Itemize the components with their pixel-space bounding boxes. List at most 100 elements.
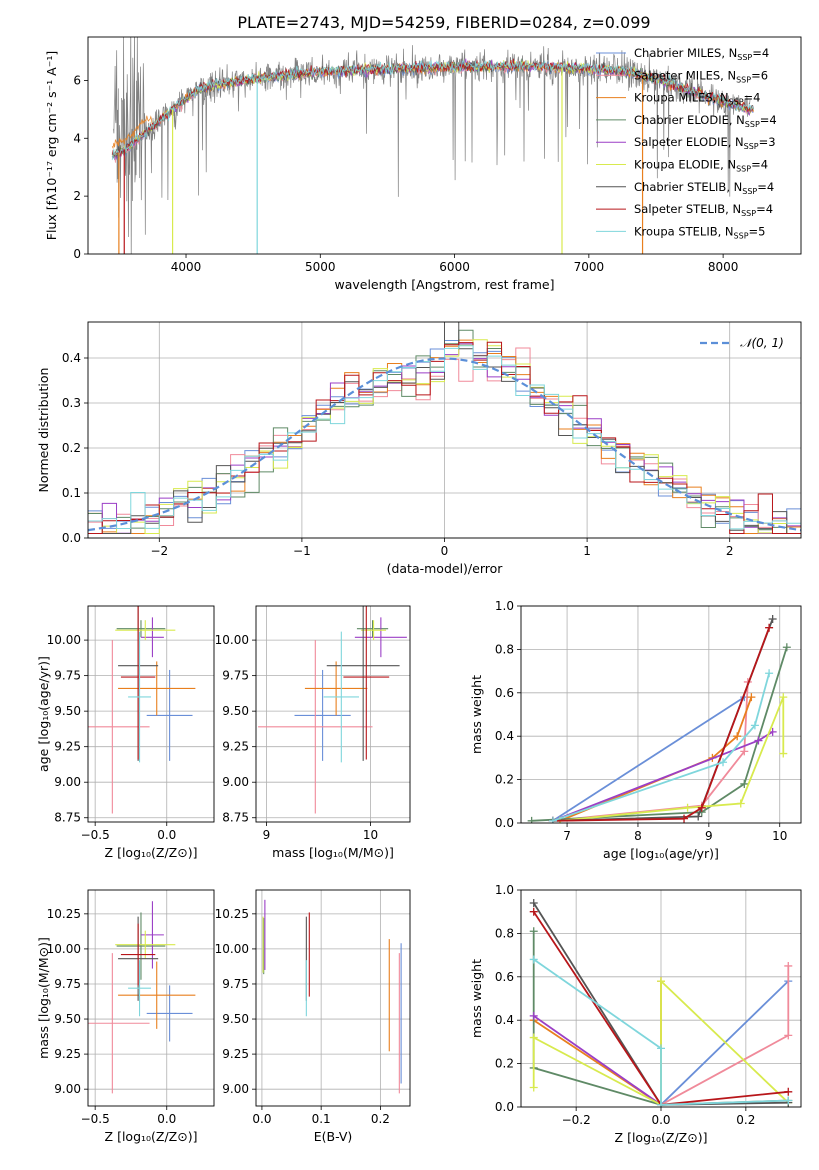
y-tick-label: 9.00 (54, 775, 81, 789)
y-tick-label: 10.25 (47, 907, 81, 921)
y-tick-label: 4 (73, 131, 81, 145)
y-tick-label: 10.25 (215, 907, 249, 921)
y-tick-label: 9.25 (222, 1047, 249, 1061)
figure-title: PLATE=2743, MJD=54259, FIBERID=0284, z=0… (237, 13, 650, 32)
y-tick-label: 2 (73, 189, 81, 203)
x-axis-label: mass [log₁₀(M/M⊙)] (272, 845, 394, 860)
x-tick-label: 0.0 (157, 828, 176, 842)
weight-marker (747, 693, 756, 702)
x-tick-label: −0.2 (562, 1113, 591, 1127)
legend-nssp: =4 (757, 180, 774, 194)
y-tick-label: 9.50 (222, 1012, 249, 1026)
legend-entry-1: Salpeter MILES, NSSP=6 (634, 68, 768, 84)
weight-marker (736, 799, 745, 808)
weight-marker (782, 643, 791, 652)
legend-subscript: SSP (729, 98, 744, 107)
weight-marker (548, 816, 557, 823)
y-tick-label: 9.25 (222, 740, 249, 754)
x-tick-label: 0.2 (736, 1113, 755, 1127)
y-axis-label: mass weight (469, 959, 484, 1038)
legend-subscript: SSP (744, 142, 759, 151)
weight-marker (719, 758, 728, 767)
y-tick-label: 10.00 (47, 942, 81, 956)
axes-frame (87, 605, 215, 823)
plot-area-age_vs_Z (88, 606, 196, 814)
legend-nssp: =4 (744, 91, 761, 105)
weight-marker (529, 1033, 538, 1042)
legend-entry-8: Kroupa STELIB, NSSP=5 (634, 224, 765, 240)
weight-marker (529, 927, 538, 936)
legend-name: Salpeter ELODIE, N (634, 135, 744, 149)
x-tick-label: 0.2 (371, 1112, 390, 1126)
weight-marker (527, 816, 536, 823)
x-tick-label: 0 (441, 544, 449, 558)
axes-frame (255, 605, 411, 823)
legend-name: Chabrier MILES, N (634, 46, 737, 60)
y-tick-label: 9.25 (54, 1047, 81, 1061)
weight-marker (784, 1031, 793, 1040)
legend-name: Kroupa ELODIE, N (634, 158, 736, 172)
y-tick-label: 0.0 (62, 531, 81, 545)
legend-name: Salpeter STELIB, N (634, 202, 741, 216)
axes-frame (87, 889, 215, 1107)
y-axis-label: age [log₁₀(age/yr)] (36, 656, 51, 772)
y-tick-label: 10.00 (215, 942, 249, 956)
y-tick-label: 9.75 (54, 669, 81, 683)
legend-name: Salpeter MILES, N (634, 68, 736, 82)
y-tick-label: 0.4 (495, 1013, 514, 1027)
y-axis-label: mass [log₁₀(M/M⊙)] (36, 937, 51, 1059)
weight-line-8 (533, 958, 789, 1106)
x-tick-label: 0.1 (312, 1112, 331, 1126)
x-tick-label: 10 (363, 828, 378, 842)
y-tick-label: 9.75 (222, 669, 249, 683)
legend-nssp: =4 (752, 46, 769, 60)
weight-marker (768, 615, 777, 624)
plot-area-mass_vs_ebv (262, 899, 402, 1094)
x-axis-label: wavelength [Angstrom, rest frame] (334, 277, 554, 292)
y-tick-label: 0.0 (495, 1100, 514, 1114)
weight-marker (784, 961, 793, 970)
weight-marker (657, 1100, 665, 1107)
panel-residuals: 𝒩(0, 1) −2 −1 0 1 2 0.0 0.1 0.2 0.3 0.4 (data-model… (36, 321, 802, 576)
legend-nssp: =3 (759, 135, 776, 149)
weight-line-3 (531, 646, 788, 822)
weight-marker (694, 812, 703, 821)
x-axis-label: E(B-V) (314, 1129, 353, 1144)
y-axis-label: Flux [fλ10⁻¹⁷ erg cm⁻² s⁻¹ A⁻¹] (44, 51, 59, 240)
weight-line-0 (552, 696, 745, 822)
model-spectrum-7 (111, 58, 754, 157)
x-tick-label: 7 (563, 829, 571, 843)
plot-area-residuals (88, 322, 801, 534)
weight-marker (750, 721, 759, 730)
weight-line-5 (559, 696, 785, 822)
gaussian-legend-label: 𝒩(0, 1) (740, 336, 784, 350)
y-tick-label: 0.1 (62, 486, 81, 500)
x-axis-label: Z [log₁₀(Z/Z⊙)] (105, 845, 198, 860)
x-tick-label: −2 (150, 544, 168, 558)
histogram-8 (88, 345, 801, 530)
weight-marker (733, 732, 742, 741)
weight-marker (683, 803, 692, 812)
legend-nssp: =4 (751, 158, 768, 172)
x-axis-label: age [log₁₀(age/yr)] (603, 846, 719, 861)
weight-marker (765, 623, 774, 632)
legend-entry-0: Chabrier MILES, NSSP=4 (634, 46, 769, 62)
legend-name: Kroupa STELIB, N (634, 224, 734, 238)
y-tick-label: 9.00 (54, 1082, 81, 1096)
legend-subscript: SSP (745, 120, 760, 129)
y-tick-label: 0.6 (495, 970, 514, 984)
weight-marker (657, 1044, 665, 1053)
weight-line-4 (533, 1015, 662, 1106)
legend-name: Chabrier ELODIE, N (634, 113, 745, 127)
y-tick-label: 10.00 (215, 633, 249, 647)
x-tick-label: −0.5 (81, 828, 110, 842)
y-tick-label: 9.25 (54, 740, 81, 754)
plot-area-mass_vs_Z (88, 901, 196, 1094)
panel-age_vs_Z: −0.5 0.0 8.75 9.00 9.25 9.50 9.75 10.00 Z [log₁₀… (36, 605, 215, 860)
weight-line-4 (552, 731, 774, 822)
x-tick-label: 4000 (171, 260, 202, 274)
y-tick-label: 0.3 (62, 396, 81, 410)
